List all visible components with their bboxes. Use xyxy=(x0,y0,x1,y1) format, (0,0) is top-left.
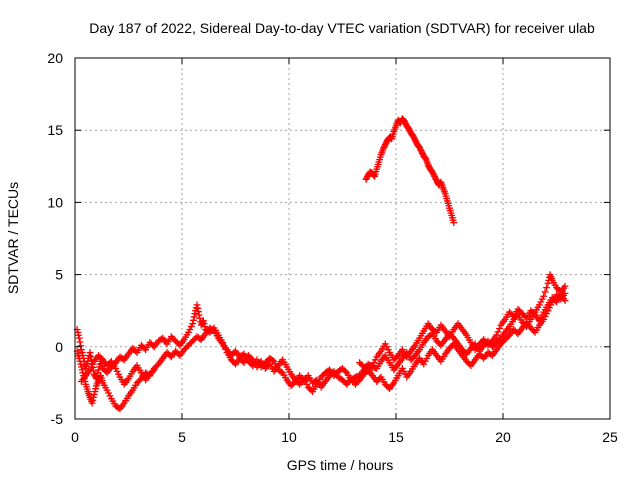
data-point xyxy=(90,367,97,375)
data-point xyxy=(149,367,157,375)
data-point xyxy=(193,301,201,309)
data-point xyxy=(493,331,500,339)
data-point xyxy=(190,316,197,324)
gridlines xyxy=(75,58,610,419)
y-tick-label: 0 xyxy=(55,339,63,355)
data-point xyxy=(561,297,569,304)
data-point xyxy=(341,367,349,375)
data-point xyxy=(77,342,85,350)
x-tick-label: 0 xyxy=(71,429,79,445)
data-point xyxy=(541,288,549,296)
y-tick-label: 5 xyxy=(55,267,63,283)
data-point xyxy=(190,313,198,321)
x-tick-label: 25 xyxy=(602,429,618,445)
data-point xyxy=(496,325,503,332)
data-point xyxy=(269,356,276,364)
x-tick-label: 5 xyxy=(178,429,186,445)
data-point xyxy=(195,308,202,316)
y-tick-label: 10 xyxy=(47,194,63,210)
data-point xyxy=(199,318,207,326)
data-point xyxy=(540,292,548,300)
y-tick-label: -5 xyxy=(51,411,64,427)
data-point xyxy=(370,172,378,179)
data-point xyxy=(87,353,95,360)
y-axis-label: SDTVAR / TECUs xyxy=(5,182,21,294)
data-point xyxy=(450,219,458,227)
plot-frame xyxy=(74,57,611,420)
series-2 xyxy=(73,289,569,413)
data-point xyxy=(543,284,550,291)
data-series xyxy=(73,115,569,413)
data-point xyxy=(189,320,197,328)
data-point xyxy=(76,338,84,346)
series-3 xyxy=(78,291,569,388)
data-point xyxy=(75,334,83,342)
x-axis-label: GPS time / hours xyxy=(287,457,394,473)
y-tick-label: 20 xyxy=(47,50,63,66)
y-tick-label: 15 xyxy=(47,122,63,138)
data-point xyxy=(195,311,203,319)
data-point xyxy=(494,328,502,336)
data-point xyxy=(194,304,202,312)
chart-title: Day 187 of 2022, Sidereal Day-to-day VTE… xyxy=(89,20,595,36)
data-point xyxy=(150,366,158,374)
data-point xyxy=(86,349,94,356)
x-tick-label: 20 xyxy=(495,429,511,445)
x-tick-label: 10 xyxy=(281,429,297,445)
data-point xyxy=(561,282,569,290)
series-4 xyxy=(362,115,458,227)
axis-ticks: 0 5 10 15 20 25 -5 0 5 10 15 20 xyxy=(47,50,618,445)
x-tick-label: 15 xyxy=(388,429,404,445)
data-point xyxy=(196,315,204,322)
